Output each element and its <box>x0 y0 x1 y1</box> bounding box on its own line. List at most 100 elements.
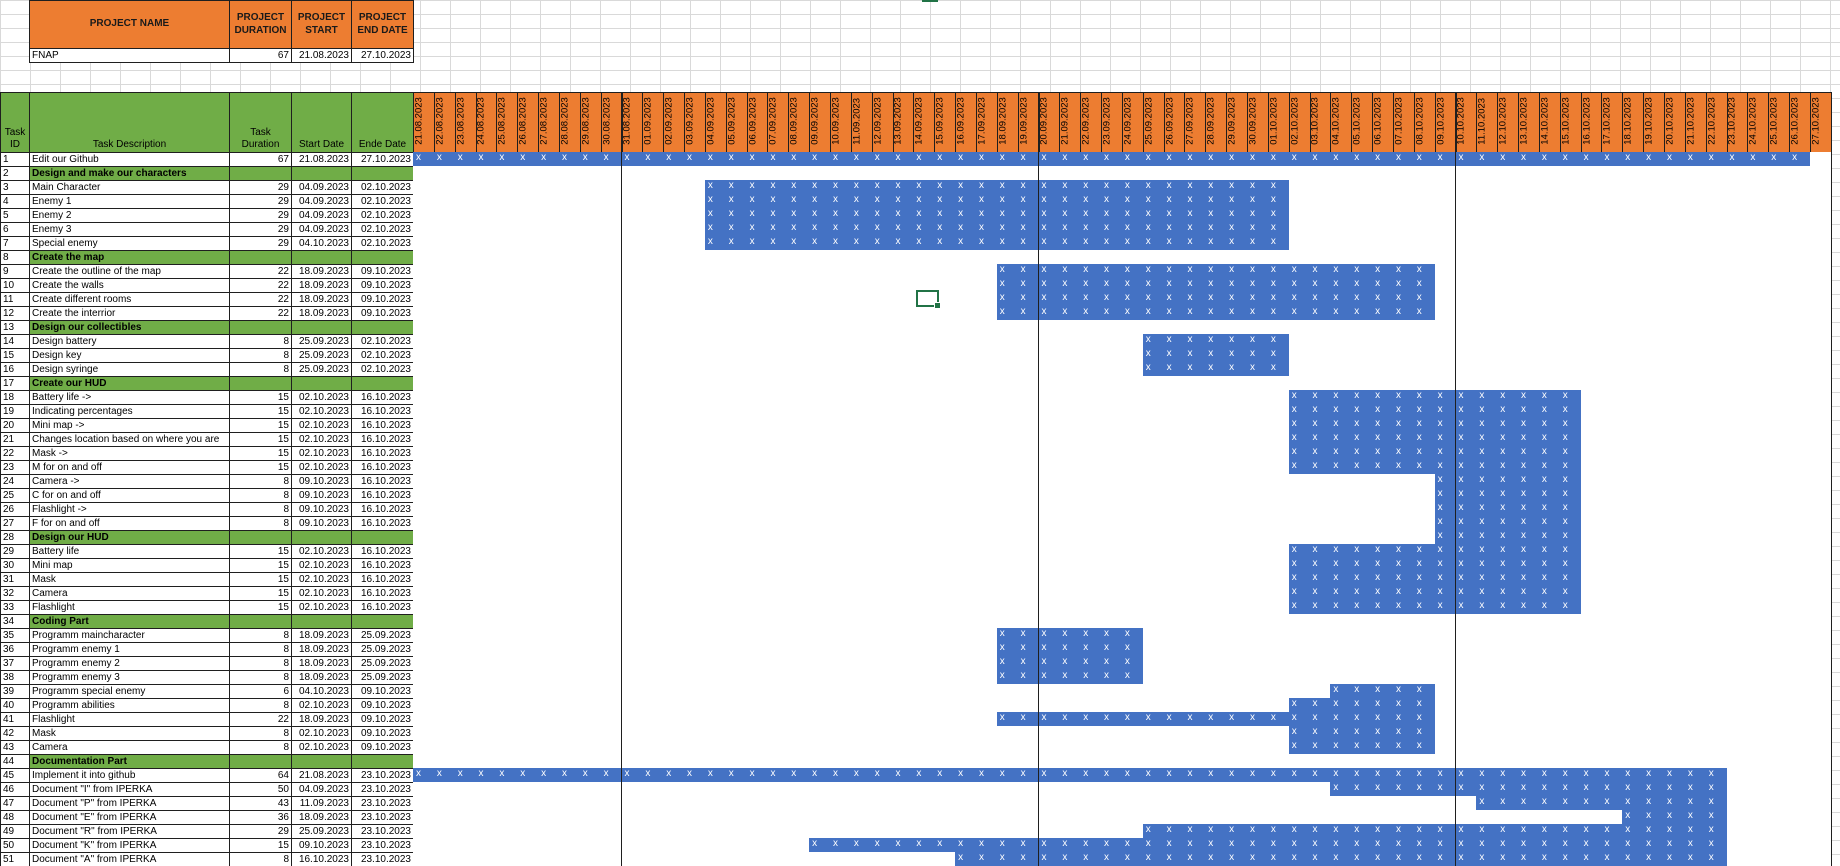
gantt-cell[interactable] <box>871 558 894 573</box>
gantt-bar-cell[interactable] <box>433 767 456 783</box>
gantt-cell[interactable] <box>1643 292 1665 307</box>
gantt-cell[interactable] <box>1580 418 1603 433</box>
task-end-date[interactable]: 09.10.2023 <box>351 740 414 755</box>
gantt-bar-cell[interactable] <box>1455 599 1478 615</box>
gantt-cell[interactable] <box>579 250 602 265</box>
gantt-cell[interactable] <box>1142 572 1165 587</box>
gantt-cell[interactable] <box>1267 726 1290 741</box>
gantt-cell[interactable] <box>1434 292 1457 307</box>
gantt-cell[interactable] <box>1142 670 1165 685</box>
gantt-cell[interactable] <box>454 362 477 377</box>
gantt-bar-cell[interactable] <box>1309 459 1332 475</box>
gantt-cell[interactable] <box>496 838 519 853</box>
task-duration[interactable]: 29 <box>229 824 292 839</box>
gantt-cell[interactable] <box>892 586 915 601</box>
gantt-cell[interactable] <box>600 782 623 797</box>
gantt-cell[interactable] <box>579 628 602 643</box>
gantt-cell[interactable] <box>454 474 477 489</box>
gantt-cell[interactable] <box>746 726 769 741</box>
gantt-cell[interactable] <box>830 348 852 363</box>
task-id[interactable]: 46 <box>0 782 30 797</box>
gantt-cell[interactable] <box>788 544 811 559</box>
gantt-cell[interactable] <box>663 432 686 447</box>
gantt-cell[interactable] <box>621 292 644 307</box>
gantt-cell[interactable] <box>1809 796 1832 811</box>
gantt-cell[interactable] <box>1163 600 1186 615</box>
gantt-cell[interactable] <box>1080 390 1103 405</box>
gantt-cell[interactable] <box>913 628 936 643</box>
task-description[interactable]: Document "P" from IPERKA <box>29 796 230 811</box>
task-description[interactable]: Document "R" from IPERKA <box>29 824 230 839</box>
gantt-cell[interactable] <box>454 348 477 363</box>
gantt-cell[interactable] <box>1330 502 1353 517</box>
gantt-cell[interactable] <box>663 824 686 839</box>
gantt-cell[interactable] <box>1226 390 1248 405</box>
gantt-cell[interactable] <box>850 488 873 503</box>
gantt-cell[interactable] <box>684 782 706 797</box>
gantt-cell[interactable] <box>663 572 686 587</box>
gantt-cell[interactable] <box>1789 236 1811 251</box>
gantt-cell[interactable] <box>1163 432 1186 447</box>
gantt-cell[interactable] <box>663 320 686 335</box>
gantt-cell[interactable] <box>1580 180 1603 195</box>
gantt-bar-cell[interactable] <box>1497 151 1520 167</box>
gantt-cell[interactable] <box>955 404 977 419</box>
gantt-cell[interactable] <box>475 418 498 433</box>
gantt-cell[interactable] <box>1622 278 1645 293</box>
gantt-cell[interactable] <box>1017 810 1040 825</box>
gantt-cell[interactable] <box>579 726 602 741</box>
gantt-cell[interactable] <box>642 432 665 447</box>
gantt-cell[interactable] <box>955 334 977 349</box>
gantt-bar-cell[interactable] <box>871 235 894 251</box>
gantt-cell[interactable] <box>1684 740 1707 755</box>
gantt-cell[interactable] <box>1809 586 1832 601</box>
gantt-cell[interactable] <box>1142 488 1165 503</box>
gantt-cell[interactable] <box>871 418 894 433</box>
gantt-cell[interactable] <box>517 418 540 433</box>
gantt-cell[interactable] <box>725 586 748 601</box>
gantt-cell[interactable] <box>1226 376 1248 391</box>
gantt-cell[interactable] <box>642 236 665 251</box>
task-id[interactable]: 31 <box>0 572 30 587</box>
gantt-cell[interactable] <box>767 306 790 321</box>
task-id[interactable]: 15 <box>0 348 30 363</box>
gantt-bar-cell[interactable] <box>934 151 957 167</box>
gantt-cell[interactable] <box>1705 516 1728 531</box>
gantt-cell[interactable] <box>1205 390 1228 405</box>
gantt-cell[interactable] <box>433 586 456 601</box>
task-description[interactable]: M for on and off <box>29 460 230 475</box>
gantt-cell[interactable] <box>1601 348 1624 363</box>
gantt-cell[interactable] <box>725 334 748 349</box>
task-duration[interactable]: 15 <box>229 404 292 419</box>
gantt-cell[interactable] <box>621 264 644 279</box>
gantt-cell[interactable] <box>621 278 644 293</box>
gantt-cell[interactable] <box>975 572 998 587</box>
gantt-cell[interactable] <box>1664 222 1686 237</box>
gantt-cell[interactable] <box>830 516 852 531</box>
gantt-cell[interactable] <box>684 586 706 601</box>
gantt-cell[interactable] <box>830 810 852 825</box>
gantt-cell[interactable] <box>892 726 915 741</box>
gantt-cell[interactable] <box>1538 628 1561 643</box>
gantt-cell[interactable] <box>1601 404 1624 419</box>
gantt-cell[interactable] <box>684 278 706 293</box>
gantt-cell[interactable] <box>809 600 831 615</box>
gantt-cell[interactable] <box>1601 726 1624 741</box>
gantt-bar-cell[interactable] <box>1163 851 1186 866</box>
gantt-cell[interactable] <box>788 614 811 629</box>
gantt-cell[interactable] <box>1497 334 1520 349</box>
gantt-cell[interactable] <box>1580 250 1603 265</box>
gantt-cell[interactable] <box>1413 516 1436 531</box>
gantt-cell[interactable] <box>1789 222 1811 237</box>
gantt-cell[interactable] <box>621 656 644 671</box>
gantt-cell[interactable] <box>1184 614 1207 629</box>
gantt-cell[interactable] <box>850 600 873 615</box>
gantt-cell[interactable] <box>1747 460 1770 475</box>
gantt-cell[interactable] <box>475 516 498 531</box>
gantt-bar-cell[interactable] <box>1413 851 1436 866</box>
gantt-cell[interactable] <box>1726 824 1749 839</box>
task-description[interactable]: Battery life -> <box>29 390 230 405</box>
gantt-cell[interactable] <box>538 600 560 615</box>
gantt-cell[interactable] <box>1518 320 1540 335</box>
gantt-cell[interactable] <box>558 166 581 181</box>
